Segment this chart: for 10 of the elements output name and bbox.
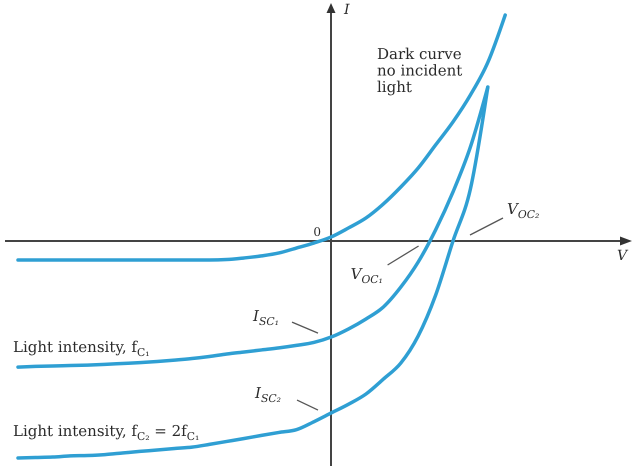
annotation: 0 [313, 225, 321, 239]
series-label: Dark curve no incident light [377, 45, 462, 96]
annotation: V$_{OC₂}$ [507, 200, 540, 222]
series-label: Light intensity, f$_{C₂}$ = 2f$_{C₁}$ [13, 422, 200, 444]
series-label: Light intensity, f$_{C₁}$ [13, 338, 150, 360]
y-axis-title: I [343, 2, 350, 18]
annotation: V$_{OC₁}$ [350, 265, 383, 286]
annotation: I$_{SC₁}$ [252, 307, 279, 328]
x-axis-title: V [617, 248, 629, 264]
annotation: I$_{SC₂}$ [254, 384, 281, 406]
